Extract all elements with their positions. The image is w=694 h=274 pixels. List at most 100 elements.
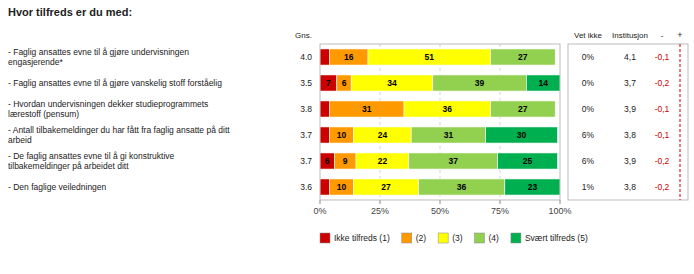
bar-segment [411, 127, 485, 143]
column-value: -0,2 [655, 156, 670, 166]
column-value: 0% [582, 52, 595, 62]
legend-item: (3) [438, 233, 463, 243]
data-label: 25 [523, 156, 533, 166]
category-label: - Den faglige veiledningen [8, 182, 107, 192]
column-value: 3.7 [300, 156, 312, 166]
data-labels: 7616631109105134362422272739273137361430… [325, 52, 548, 192]
side-columns: Gns.4.03.53.83.73.73.6Vet ikke0%0%0%6%6%… [295, 31, 669, 192]
category-label: - Faglig ansattes evne til å gjøre vansk… [8, 78, 222, 88]
column-value: -0,2 [655, 78, 670, 88]
bar-segment [330, 49, 368, 65]
background [0, 0, 694, 274]
bar-segment [351, 75, 433, 91]
data-label: 22 [378, 156, 388, 166]
grid-line [380, 44, 381, 200]
category-label: - Faglig ansattes evne til å gjøre under… [8, 47, 189, 68]
column-header: Institusjon [612, 31, 648, 40]
bar-segment [354, 179, 419, 195]
category-label-line: arbeid [8, 135, 32, 145]
data-label: 14 [538, 78, 548, 88]
bar-segment [320, 101, 330, 117]
tick-label: 50% [431, 206, 449, 216]
data-label: 31 [444, 130, 454, 140]
bar-segment [505, 179, 560, 195]
legend-item: (4) [475, 233, 500, 243]
column-value: 3.5 [300, 78, 312, 88]
data-label: 36 [442, 104, 452, 114]
side-panel [568, 44, 688, 200]
column-value: -0,1 [655, 130, 670, 140]
bar-segment [490, 101, 555, 117]
legend-swatch [402, 233, 412, 243]
category-label: - De faglig ansattes evne til å gi konst… [8, 151, 175, 172]
bar-segment [498, 153, 558, 169]
column-header: Gns. [295, 31, 312, 40]
column-value: 3,8 [624, 130, 636, 140]
data-label: 24 [378, 130, 388, 140]
tick-label: 100% [548, 206, 571, 216]
tick-label: 0% [313, 206, 326, 216]
category-label-line: - Faglig ansattes evne til å gjøre under… [8, 47, 189, 57]
data-label: 51 [424, 52, 434, 62]
category-label-line: lærestoff (pensum) [8, 109, 79, 119]
bar-segment [433, 75, 527, 91]
data-label: 27 [381, 182, 391, 192]
column-value: 3.6 [300, 182, 312, 192]
legend-label: (2) [416, 233, 427, 243]
tick-mark [320, 200, 321, 204]
column-value: -0,2 [655, 182, 670, 192]
column-header: - [661, 31, 664, 40]
category-label-line: - Hvordan undervisningen dekker studiepr… [8, 99, 208, 109]
column-value: 3,9 [624, 156, 636, 166]
column-value: -0,1 [655, 104, 670, 114]
column-value: -0,1 [655, 52, 670, 62]
bars [320, 49, 560, 195]
legend: Ikke tilfreds (1) (2) (3) (4) Svært tilfreds… [320, 233, 588, 243]
category-label: - Antall tilbakemeldinger du har fått fr… [8, 125, 230, 146]
data-label: 27 [518, 104, 528, 114]
legend-swatch [475, 233, 485, 243]
tick-label: 75% [491, 206, 509, 216]
category-labels: - Faglig ansattes evne til å gjøre under… [8, 47, 230, 192]
bar-segment [526, 75, 560, 91]
tick-label: 25% [371, 206, 389, 216]
bar-segment [320, 127, 330, 143]
bar-segment [404, 101, 490, 117]
legend-item: (2) [402, 233, 427, 243]
column-value: 3.7 [300, 130, 312, 140]
data-label: 36 [457, 182, 467, 192]
column-value: 1% [582, 182, 595, 192]
bar-segment [330, 179, 354, 195]
legend-label: Svært tilfreds (5) [525, 233, 588, 243]
category-label-line: - Den faglige veiledningen [8, 182, 107, 192]
data-label: 31 [362, 104, 372, 114]
data-label: 10 [337, 182, 347, 192]
column-value: 3,7 [624, 78, 636, 88]
legend-swatch [320, 233, 330, 243]
column-value: 3,9 [624, 104, 636, 114]
bar-segment [330, 127, 354, 143]
x-axis: 0% 25% 50% 75% 100% [313, 200, 571, 216]
bar-segment [320, 179, 330, 195]
legend-item: Ikke tilfreds (1) [320, 233, 390, 243]
tick-mark [500, 200, 501, 204]
bar-segment [490, 49, 555, 65]
tick-mark [440, 200, 441, 204]
category-label-line: - Faglig ansattes evne til å gjøre vansk… [8, 78, 222, 88]
grid-line [500, 44, 501, 200]
category-label-line: - De faglig ansattes evne til å gi konst… [8, 151, 175, 161]
column-value: 0% [582, 104, 595, 114]
data-label: 39 [475, 78, 485, 88]
bar-segment [409, 153, 498, 169]
data-label: 37 [448, 156, 458, 166]
bar-segment [320, 75, 337, 91]
column-value: 6% [582, 156, 595, 166]
data-label: 27 [518, 52, 528, 62]
bar-segment [418, 179, 504, 195]
bar-segment [334, 153, 356, 169]
legend-item: Svært tilfreds (5) [511, 233, 588, 243]
column-header: Vet ikke [574, 31, 603, 40]
category-label-line: engasjerende* [8, 57, 64, 67]
column-value: 4.0 [300, 52, 312, 62]
plot-frame [320, 44, 560, 200]
